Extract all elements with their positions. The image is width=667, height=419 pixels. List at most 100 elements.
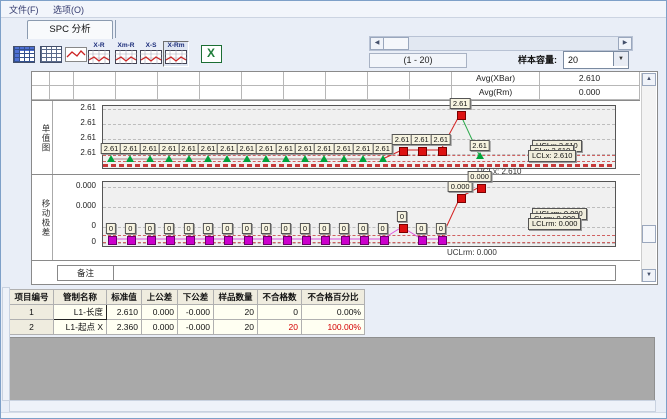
y-tick-label: 2.61 — [80, 148, 96, 157]
empty-grid-cell — [158, 86, 200, 100]
data-point-label: 2.61 — [430, 134, 452, 145]
data-point-label: 0 — [358, 223, 369, 234]
remarks-section: 备注 — [32, 260, 640, 284]
table-row[interactable]: 2 L1-起点 X 2.360 0.000 -0.000 20 20 100.00% — [9, 319, 365, 335]
y-tick-label: 0 — [91, 237, 96, 246]
control-limit-line-thick — [103, 164, 615, 167]
sample-size-value: 20 — [568, 55, 579, 65]
xs-chart-button[interactable]: X-S — [138, 41, 164, 67]
empty-grid-cell — [326, 86, 368, 100]
column-header: 不合格百分比 — [301, 289, 365, 305]
summary-table: 项目编号 管制名称 标准值 上公差 下公差 样品数量 不合格数 不合格百分比 1 L1-长度 2.6… — [9, 289, 365, 335]
data-point-label: 2.61 — [333, 143, 355, 154]
gridline — [103, 139, 615, 140]
table-cell: L1-起点 X — [53, 319, 107, 335]
column-header: 项目编号 — [9, 289, 54, 305]
empty-grid-cell — [200, 86, 242, 100]
control-limit-line — [103, 235, 615, 236]
gridsheet-button[interactable] — [38, 41, 64, 67]
menu-options[interactable]: 选项(O) — [53, 5, 84, 15]
gridline — [103, 109, 615, 110]
xbar-plot-area: 2.61 2.61 2.61 2.61 2.61 2.61 2.61 2.61 2.61 2.61… — [100, 98, 616, 169]
data-point-label: 0 — [183, 223, 194, 234]
vscroll-thumb[interactable] — [642, 225, 656, 243]
datasheet-icon — [13, 45, 35, 63]
xmr-chart-button[interactable]: Xm-R — [113, 41, 139, 67]
data-point-marker — [399, 147, 408, 156]
control-limit-line — [103, 161, 615, 162]
excel-export-button[interactable]: X — [198, 41, 224, 67]
table-vscrollbar[interactable] — [2, 287, 10, 401]
hscroll-right-arrow[interactable]: ▶ — [618, 37, 632, 50]
data-point-marker — [165, 155, 174, 162]
data-point-marker — [359, 155, 368, 162]
data-point-marker — [378, 155, 387, 162]
table-cell: 20 — [213, 304, 258, 320]
data-point-marker — [320, 155, 329, 162]
empty-grid-cell — [50, 72, 74, 86]
hscroll-thumb[interactable] — [383, 37, 409, 50]
empty-grid-cell — [50, 86, 74, 100]
xr-chart-button[interactable]: X-R — [86, 41, 112, 67]
table-cell: 1 — [9, 304, 54, 320]
data-point-label: 0 — [125, 223, 136, 234]
xrm-chart-button[interactable]: X-Rm — [163, 41, 189, 67]
gridline — [103, 187, 615, 188]
data-point-label: 0 — [105, 223, 117, 234]
stats-value-cell: 0.000 — [540, 86, 640, 100]
xr-chart-label: X-R — [93, 42, 105, 49]
empty-grid-cell — [242, 86, 284, 100]
rm-row-label: 移动极差 — [34, 175, 53, 261]
table-cell: -0.000 — [177, 319, 214, 335]
data-point-label: 0 — [396, 211, 408, 222]
limit-value-box: LCLrm: 0.000 — [528, 218, 582, 230]
empty-grid-cell — [116, 72, 158, 86]
empty-grid-cell — [242, 72, 284, 86]
vscroll-down-arrow[interactable]: ▼ — [642, 269, 656, 282]
table-cell: 2.610 — [106, 304, 142, 320]
data-point-label: 2.61 — [352, 143, 374, 154]
xs-chart-icon — [140, 50, 162, 64]
data-point-label: 2.61 — [236, 143, 258, 154]
data-point-marker — [185, 236, 195, 245]
xs-chart-label: X-S — [145, 42, 157, 49]
chart-hscrollbar[interactable]: ◀ ▶ — [369, 36, 633, 51]
table-row[interactable]: 1 L1-长度 2.610 0.000 -0.000 20 0 0.00% — [9, 304, 365, 320]
data-point-label: 0 — [261, 223, 272, 234]
stats-value-cell: 2.610 — [540, 72, 640, 86]
data-point-label: 0 — [144, 223, 155, 234]
table-cell: 0.000 — [141, 304, 178, 320]
control-limit-line — [103, 155, 615, 156]
empty-grid-cell — [200, 72, 242, 86]
menu-file[interactable]: 文件(F) — [9, 5, 39, 15]
column-header: 标准值 — [106, 289, 142, 305]
sample-size-combo[interactable]: 20 ▼ — [563, 51, 629, 69]
table-cell: 100.00% — [301, 319, 365, 335]
data-point-marker — [379, 236, 389, 245]
hscroll-left-arrow[interactable]: ◀ — [370, 37, 384, 50]
data-point-label: 2.61 — [372, 143, 393, 154]
sample-size-label: 样本容量: — [518, 55, 557, 65]
combo-dropdown-arrow[interactable]: ▼ — [613, 52, 628, 66]
vscroll-up-arrow[interactable]: ▲ — [642, 73, 656, 86]
rm-chart-section: 移动极差 0000000000000000000.0000.000UCLrm: … — [32, 171, 640, 261]
datasheet-button[interactable] — [11, 41, 37, 67]
data-point-marker — [243, 236, 253, 245]
xrm-chart-label: X-Rm — [167, 42, 185, 49]
data-point-label: 0.000 — [467, 171, 492, 182]
data-point-marker — [126, 155, 135, 162]
data-point-marker — [418, 147, 428, 156]
table-hscrollbar[interactable] — [9, 400, 656, 412]
tab-spc-analysis[interactable]: SPC 分析 — [27, 20, 113, 39]
empty-grid-cell — [116, 86, 158, 100]
data-point-label: 2.61 — [294, 143, 316, 154]
data-point-label: 2.61 — [139, 143, 161, 154]
sample-range-box: (1 - 20) — [369, 53, 467, 68]
linechart-button[interactable] — [63, 41, 89, 67]
table-cell: 2 — [9, 319, 54, 335]
control-limit-line — [103, 242, 615, 243]
table-cell: -0.000 — [177, 304, 214, 320]
chart-vscrollbar[interactable]: ▲ ▼ — [641, 73, 656, 282]
remarks-field[interactable] — [113, 265, 616, 281]
